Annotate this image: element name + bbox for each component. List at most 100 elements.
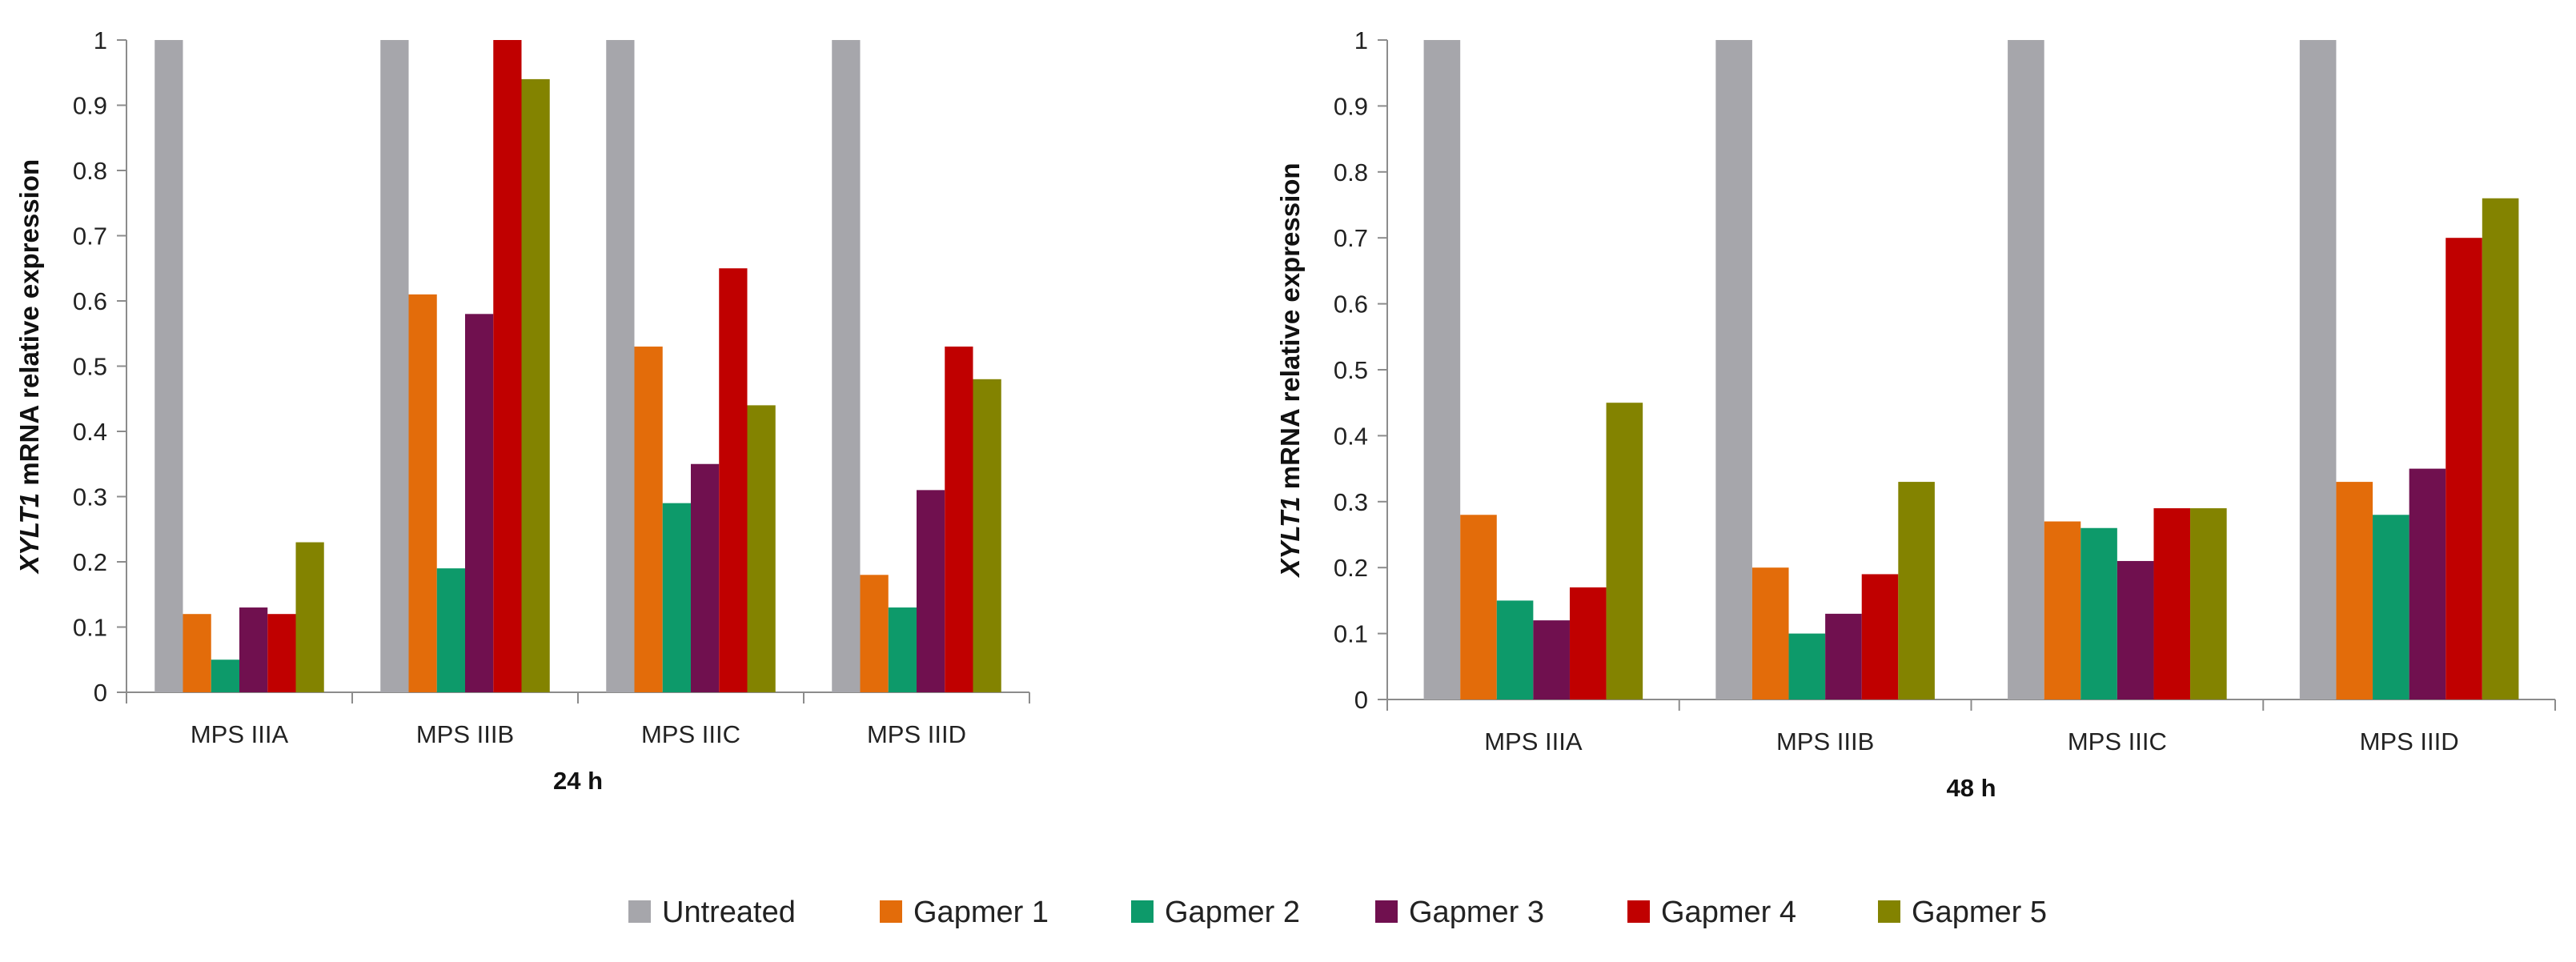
bar-gapmer-2-mps-iiib: [1788, 633, 1826, 699]
chart-48h: 0 0.1 0.2 0.3 0.4 0.5 0.6 0.7 0.8 0.9 1 MPS IIIA MPS…: [1275, 26, 2556, 802]
bar-untreated-mps-iiid: [832, 40, 861, 692]
legend-swatch-gapmer-1: [880, 900, 902, 923]
legend-label: Gapmer 4: [1661, 896, 1796, 929]
chart-24h: 0 0.1 0.2 0.3 0.4 0.5 0.6 0.7 0.8 0.9 1 MPS IIIA MPS…: [14, 26, 1030, 795]
x-category-label: MPS IIIB: [1776, 728, 1874, 756]
y-tick-label: 1: [1354, 26, 1368, 54]
bar-gapmer-5-mps-iiib: [1898, 482, 1935, 699]
x-category-label: MPS IIIC: [641, 720, 740, 748]
y-tick-label: 0.6: [1334, 291, 1368, 319]
bar-gapmer-2-mps-iiic: [2080, 527, 2117, 699]
bar-gapmer-2-mps-iiid: [888, 607, 917, 692]
y-tick-label: 0.4: [73, 418, 107, 446]
y-tick-label: 0.8: [1334, 158, 1368, 186]
y-tick-label: 0: [1354, 686, 1368, 714]
bar-gapmer-2-mps-iiib: [436, 568, 465, 692]
bar-gapmer-5-mps-iiia: [295, 542, 324, 692]
bar-gapmer-1-mps-iiic: [2044, 521, 2081, 699]
legend-label: Gapmer 3: [1409, 896, 1544, 929]
legend-swatch-gapmer-3: [1375, 900, 1398, 923]
bar-untreated-mps-iiic: [2008, 40, 2044, 699]
y-axis-label-text: mRNA relative expression: [14, 159, 44, 493]
bar-gapmer-1-mps-iiid: [860, 575, 889, 692]
x-category-label: MPS IIID: [2360, 728, 2459, 756]
y-tick-label: 0.9: [73, 92, 107, 120]
legend-label: Untreated: [662, 896, 796, 929]
y-axis-label: XYLT1 mRNA relative expression: [14, 159, 44, 575]
legend-swatch-gapmer-5: [1878, 900, 1900, 923]
y-tick-label: 0.1: [1334, 620, 1368, 648]
y-tick-label: 0.3: [73, 483, 107, 511]
y-tick-label: 0.2: [73, 548, 107, 576]
bar-gapmer-5-mps-iiib: [521, 78, 550, 692]
bar-gapmer-4-mps-iiib: [493, 40, 522, 692]
legend-swatch-gapmer-4: [1627, 900, 1650, 923]
bar-gapmer-4-mps-iiic: [719, 268, 748, 692]
bar-gapmer-2-mps-iiic: [662, 503, 691, 692]
bar-gapmer-3-mps-iiic: [691, 463, 720, 692]
bar-untreated-mps-iiid: [2299, 40, 2337, 699]
bar-gapmer-4-mps-iiib: [1861, 574, 1899, 699]
y-tick-label: 0: [94, 679, 107, 707]
x-category-label: MPS IIIA: [1484, 728, 1583, 756]
bar-gapmer-2-mps-iiia: [211, 659, 239, 692]
x-category-label: MPS IIID: [867, 720, 966, 748]
bar-gapmer-2-mps-iiia: [1496, 600, 1534, 699]
bar-gapmer-3-mps-iiib: [1825, 613, 1862, 699]
bar-gapmer-3-mps-iiia: [1533, 620, 1570, 699]
y-axis-label: XYLT1 mRNA relative expression: [1275, 162, 1305, 578]
y-tick-label: 0.3: [1334, 488, 1368, 516]
bar-gapmer-4-mps-iiia: [267, 614, 296, 692]
bar-untreated-mps-iiib: [1715, 40, 1752, 699]
y-tick-label: 0.5: [1334, 356, 1368, 384]
bar-gapmer-1-mps-iiia: [1460, 515, 1497, 699]
bar-gapmer-5-mps-iiid: [2482, 198, 2519, 699]
bar-gapmer-1-mps-iiid: [2336, 482, 2373, 699]
bar-gapmer-5-mps-iiia: [1606, 403, 1643, 699]
y-tick-label: 0.7: [73, 222, 107, 251]
bar-gapmer-1-mps-iiib: [1751, 567, 1789, 699]
bar-untreated-mps-iiic: [606, 40, 635, 692]
bar-gapmer-1-mps-iiia: [183, 614, 211, 692]
bar-untreated-mps-iiia: [154, 40, 183, 692]
bar-untreated-mps-iiia: [1423, 40, 1461, 699]
bar-gapmer-5-mps-iiic: [747, 405, 776, 692]
y-tick-label: 0.8: [73, 157, 107, 185]
bar-gapmer-3-mps-iiia: [239, 607, 268, 692]
x-category-label: MPS IIIA: [191, 720, 289, 748]
y-tick-label: 0.2: [1334, 554, 1368, 582]
bar-gapmer-4-mps-iiid: [945, 347, 973, 692]
legend-label: Gapmer 1: [913, 896, 1049, 929]
bar-gapmer-4-mps-iiic: [2153, 508, 2191, 699]
legend-swatch-gapmer-2: [1131, 900, 1154, 923]
x-axis-label: 48 h: [1946, 774, 1996, 802]
y-tick-label: 0.1: [73, 614, 107, 642]
bar-gapmer-4-mps-iiid: [2446, 238, 2482, 699]
bar-gapmer-4-mps-iiia: [1569, 587, 1607, 699]
bar-untreated-mps-iiib: [380, 40, 409, 692]
y-axis-label-gene: XYLT1: [1275, 496, 1305, 578]
x-category-label: MPS IIIC: [2068, 728, 2167, 756]
legend-swatch-untreated: [628, 900, 651, 923]
y-tick-label: 0.9: [1334, 92, 1368, 120]
y-tick-label: 0.5: [73, 353, 107, 381]
legend-label: Gapmer 2: [1165, 896, 1300, 929]
bar-gapmer-3-mps-iiid: [2409, 468, 2446, 699]
bar-gapmer-2-mps-iiid: [2373, 515, 2409, 699]
y-tick-label: 0.6: [73, 287, 107, 315]
y-axis-label-text: mRNA relative expression: [1275, 162, 1305, 496]
x-axis-label: 24 h: [553, 767, 603, 795]
bar-gapmer-5-mps-iiid: [973, 379, 1001, 692]
y-tick-label: 0.7: [1334, 224, 1368, 252]
bar-gapmer-3-mps-iiid: [917, 490, 945, 692]
bar-gapmer-5-mps-iiic: [2190, 508, 2227, 699]
y-tick-label: 0.4: [1334, 422, 1368, 450]
bar-gapmer-3-mps-iiic: [2117, 560, 2154, 699]
y-axis-label-gene: XYLT1: [14, 493, 44, 575]
legend-label: Gapmer 5: [1912, 896, 2047, 929]
legend: Untreated Gapmer 1 Gapmer 2 Gapmer 3 Gapmer …: [628, 896, 2047, 929]
bar-gapmer-3-mps-iiib: [465, 314, 494, 692]
bar-gapmer-1-mps-iiib: [408, 294, 437, 692]
y-tick-label: 1: [94, 26, 107, 54]
